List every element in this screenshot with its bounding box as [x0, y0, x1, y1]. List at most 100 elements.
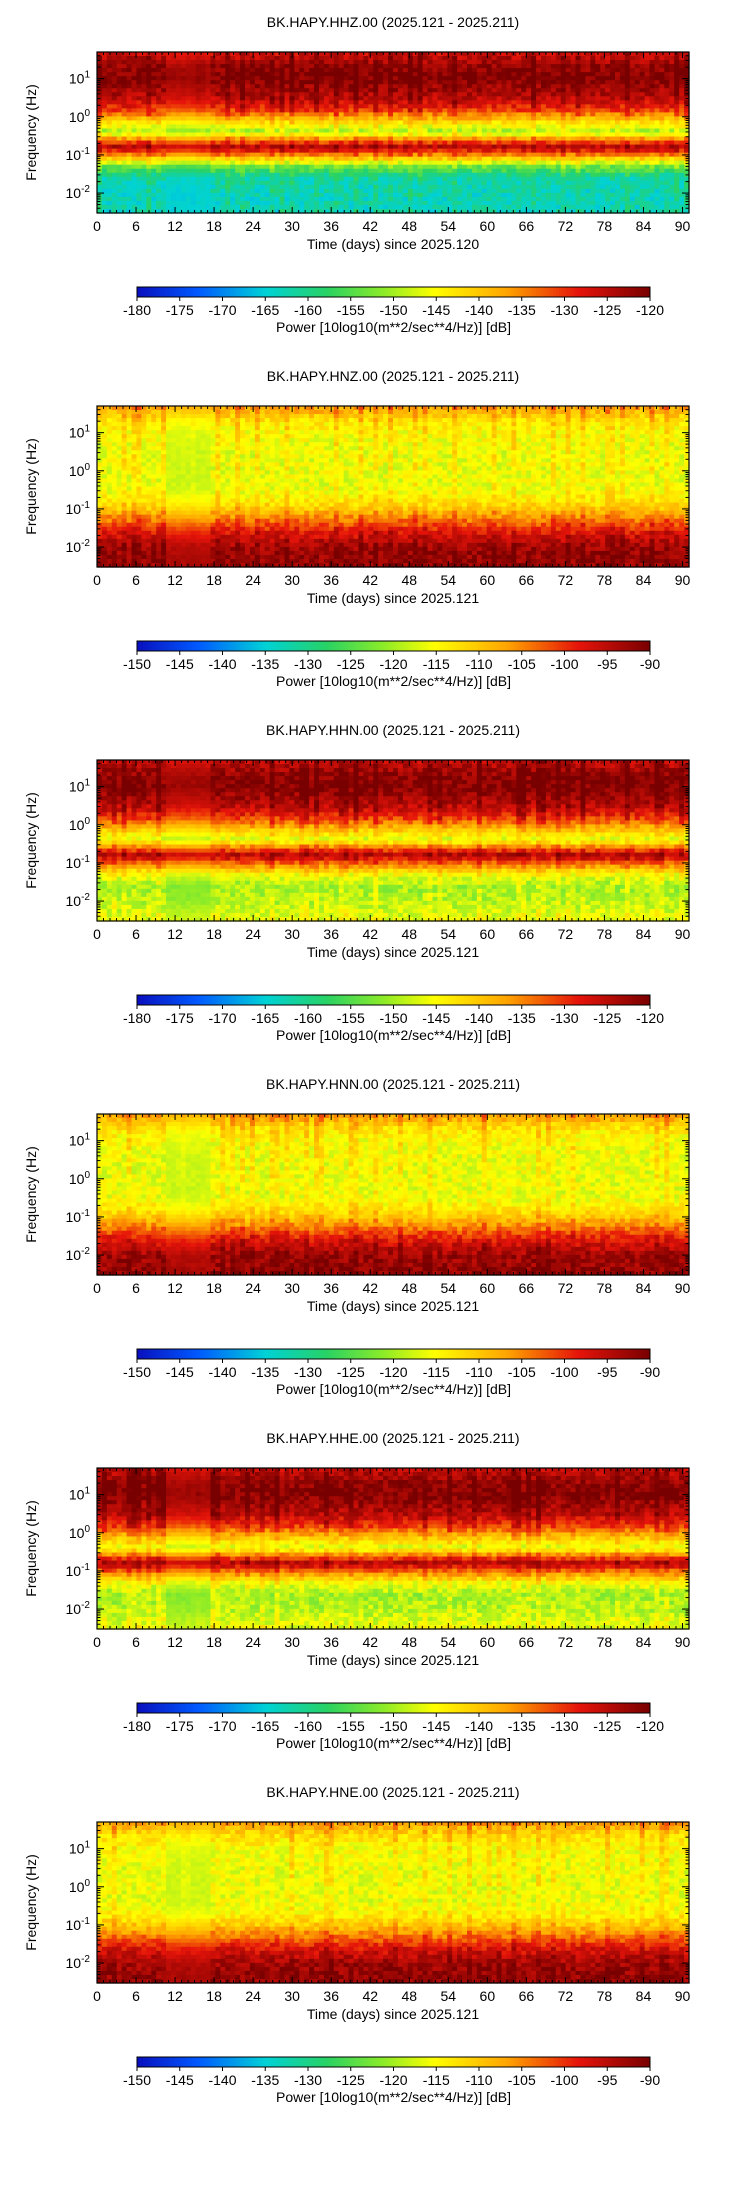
heatmap-cell [659, 145, 665, 150]
heatmap-cell [541, 205, 547, 210]
heatmap-cell [428, 201, 434, 206]
heatmap-cell [566, 189, 572, 194]
heatmap-cell [432, 120, 438, 125]
heatmap-cell [640, 104, 646, 109]
heatmap-cell [610, 205, 616, 210]
heatmap-cell [260, 173, 266, 178]
heatmap-cell [502, 88, 508, 93]
heatmap-cell [605, 169, 611, 174]
heatmap-cell [196, 108, 202, 113]
heatmap-cell [615, 56, 621, 61]
heatmap-cell [112, 133, 118, 138]
heatmap-cell [674, 92, 680, 97]
heatmap-cell [679, 193, 685, 198]
heatmap-cell [373, 96, 379, 101]
heatmap-cell [452, 92, 458, 97]
heatmap-cell [344, 145, 350, 150]
heatmap-cell [674, 124, 680, 129]
heatmap-cell [615, 64, 621, 69]
heatmap-cell [112, 491, 118, 496]
heatmap-cell [260, 169, 266, 174]
heatmap-cell [674, 100, 680, 105]
heatmap-cell [674, 133, 680, 138]
heatmap-cell [191, 153, 197, 158]
heatmap-cell [546, 64, 552, 69]
heatmap-cell [630, 92, 636, 97]
heatmap-cell [363, 116, 369, 121]
heatmap-cell [556, 133, 562, 138]
heatmap-cell [122, 92, 128, 97]
heatmap-cell [141, 205, 147, 210]
heatmap-cell [437, 161, 443, 166]
heatmap-cell [201, 68, 207, 73]
heatmap-cell [551, 88, 557, 93]
heatmap-cell [270, 84, 276, 89]
heatmap-cell [610, 185, 616, 190]
heatmap-cell [561, 165, 567, 170]
heatmap-cell [497, 100, 503, 105]
heatmap-cell [127, 120, 133, 125]
heatmap-cell [580, 193, 586, 198]
heatmap-cell [620, 153, 626, 158]
heatmap-cell [284, 128, 290, 133]
heatmap-cell [408, 108, 414, 113]
heatmap-cell [650, 161, 656, 166]
heatmap-cell [132, 116, 138, 121]
heatmap-cell [117, 128, 123, 133]
heatmap-cell [625, 197, 631, 202]
heatmap-cell [270, 189, 276, 194]
heatmap-cell [107, 137, 113, 142]
heatmap-cell [502, 128, 508, 133]
heatmap-cell [324, 169, 330, 174]
heatmap-cell [635, 137, 641, 142]
heatmap-cell [635, 177, 641, 182]
heatmap-cell [487, 193, 493, 198]
heatmap-cell [595, 96, 601, 101]
heatmap-cell [605, 84, 611, 89]
heatmap-cell [630, 173, 636, 178]
heatmap-cell [674, 157, 680, 162]
heatmap-cell [117, 193, 123, 198]
heatmap-cell [240, 197, 246, 202]
heatmap-cell [551, 189, 557, 194]
heatmap-cell [186, 185, 192, 190]
x-tick-label: 54 [441, 218, 457, 234]
heatmap-cell [511, 197, 517, 202]
heatmap-cell [462, 76, 468, 81]
heatmap-cell [289, 185, 295, 190]
heatmap-cell [482, 133, 488, 138]
heatmap-cell [413, 116, 419, 121]
heatmap-cell [432, 80, 438, 85]
heatmap-cell [590, 165, 596, 170]
heatmap-cell [245, 52, 251, 57]
heatmap-cell [309, 92, 315, 97]
heatmap-cell [275, 205, 281, 210]
heatmap-cell [314, 177, 320, 182]
heatmap-cell [472, 124, 478, 129]
heatmap-cell [102, 161, 108, 166]
heatmap-cell [418, 165, 424, 170]
heatmap-cell [230, 141, 236, 146]
heatmap-cell [275, 161, 281, 166]
heatmap-cell [270, 120, 276, 125]
heatmap-cell [674, 76, 680, 81]
heatmap-cell [645, 52, 651, 57]
heatmap-cell [482, 68, 488, 73]
heatmap-cell [521, 80, 527, 85]
heatmap-cell [240, 56, 246, 61]
heatmap-cell [240, 108, 246, 113]
heatmap-cell [477, 112, 483, 117]
heatmap-cell [117, 80, 123, 85]
heatmap-cell [556, 161, 562, 166]
heatmap-cell [275, 80, 281, 85]
heatmap-cell [127, 173, 133, 178]
heatmap-cell [358, 193, 364, 198]
heatmap-cell [329, 92, 335, 97]
heatmap-cell [265, 137, 271, 142]
heatmap-cell [487, 141, 493, 146]
heatmap-cell [679, 169, 685, 174]
heatmap-cell [576, 60, 582, 65]
heatmap-cell [383, 84, 389, 89]
heatmap-cell [462, 149, 468, 154]
heatmap-cell [674, 153, 680, 158]
